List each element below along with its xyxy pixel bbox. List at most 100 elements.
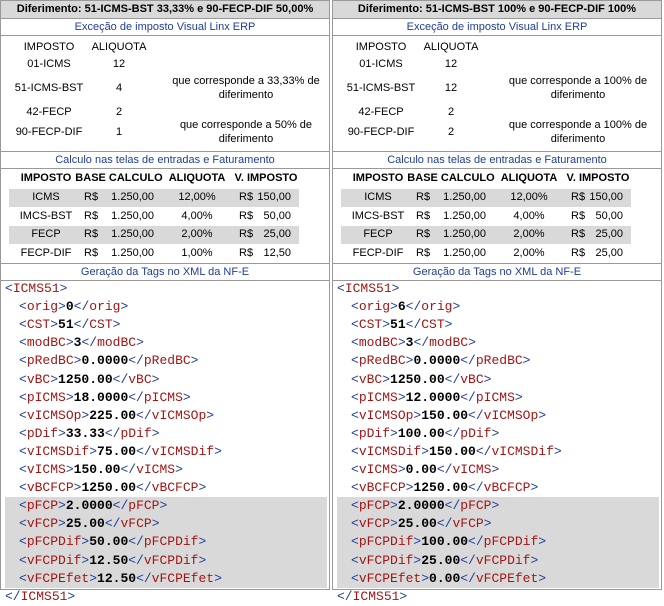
cell: FECP	[363, 228, 393, 240]
xml-line: vFCPDif12.50vFCPDif	[19, 552, 206, 570]
cell: 50,00	[595, 209, 623, 222]
xml-line: pFCP2.0000pFCP	[19, 497, 167, 515]
xml-open-tag: vFCPEfet	[19, 571, 97, 586]
xml-close-tag: vICMS	[437, 462, 499, 477]
xml-value: 150.00	[429, 443, 476, 459]
xml-shade	[5, 497, 327, 588]
cell: R$	[571, 191, 586, 203]
xml-value: 0.00	[405, 462, 437, 477]
xml-value: 3	[405, 335, 414, 351]
cell: 1.250,00	[111, 246, 154, 259]
xml-open-tag: vFCPDif	[351, 553, 421, 568]
tax-name: 90-FECP-DIF	[15, 126, 83, 138]
xml-open-tag: pICMS	[351, 390, 406, 405]
xml-open-tag: vICMSOp	[19, 408, 89, 423]
xml-value: 25.00	[397, 516, 437, 532]
section-title: Geração da Tags no XML da NF-E	[1, 263, 329, 281]
xml-open-tag: pRedBC	[351, 353, 413, 368]
xml-value: 12.0000	[405, 389, 461, 405]
xml-open-tag: pFCPDif	[351, 534, 421, 549]
xml-close-tag: vBC	[113, 372, 160, 387]
xml-line: pRedBC0.0000pRedBC	[19, 352, 198, 370]
xml-close-tag: orig	[406, 299, 461, 314]
rate: 12	[112, 58, 126, 70]
xml-value: 6	[397, 299, 406, 315]
cell: R$	[416, 246, 431, 259]
xml-value: 51	[390, 317, 406, 333]
page: Diferimento: 51-ICMS-BST 33,33% e 90-FEC…	[0, 0, 664, 591]
xml-close-tag: vFCP	[437, 516, 492, 531]
xml-open-tag: modBC	[351, 335, 406, 350]
column: Diferimento: 51-ICMS-BST 100% e 90-FECP-…	[332, 0, 662, 604]
cell: 1.250,00	[111, 228, 154, 240]
xml-open-tag: vFCP	[19, 516, 66, 531]
cell: R$	[416, 209, 431, 222]
column: Diferimento: 51-ICMS-BST 33,33% e 90-FEC…	[0, 0, 330, 604]
xml-open-tag: vBC	[351, 372, 390, 387]
xml-line: pICMS18.0000pICMS	[19, 389, 191, 407]
cell: 1,00%	[181, 246, 213, 259]
section-title: Exceção de imposto Visual Linx ERP	[1, 18, 329, 36]
xml-close-root: ICMS51	[5, 588, 75, 606]
xml-open-tag: vICMS	[351, 462, 406, 477]
xml-value: 2.0000	[65, 498, 113, 514]
xml-close-tag: pDif	[105, 426, 160, 441]
cell: 2,00%	[513, 246, 545, 259]
rate: 2	[115, 106, 123, 118]
xml-open-tag: vFCPEfet	[351, 571, 429, 586]
cell: R$	[84, 209, 99, 222]
xml-line: CST51CST	[351, 316, 452, 334]
xml-close-root: ICMS51	[337, 588, 407, 606]
xml-close-tag: vFCP	[105, 516, 160, 531]
xml-open-tag: pRedBC	[19, 353, 81, 368]
cell: R$	[239, 191, 254, 203]
xml-line: vICMSOp225.00vICMSOp	[19, 407, 214, 425]
cell: 1.250,00	[443, 246, 486, 259]
cell: R$	[84, 228, 99, 240]
xml-value: 1250.00	[413, 480, 469, 496]
row-shade	[341, 226, 631, 244]
rate: 2	[447, 126, 455, 138]
cell: R$	[239, 228, 254, 240]
cell: 1.250,00	[111, 191, 154, 203]
xml-close-tag: pFCPDif	[468, 534, 546, 549]
xml-line: vFCPDif25.00vFCPDif	[351, 552, 538, 570]
cell: IMCS-BST	[19, 209, 73, 222]
xml-value: 0.0000	[81, 353, 129, 369]
cell: 1.250,00	[443, 228, 486, 240]
row-shade	[9, 189, 299, 207]
xml-line: vFCPEfet0.00vFCPEfet	[351, 570, 546, 588]
xml-close-tag: vICMS	[120, 462, 182, 477]
xml-open-tag: modBC	[19, 335, 74, 350]
xml-close-tag: vICMSOp	[136, 408, 214, 423]
table-header: BASE CALCULO	[407, 172, 495, 184]
xml-line: pFCPDif100.00pFCPDif	[351, 533, 546, 551]
xml-value: 100.00	[421, 534, 469, 550]
xml-line: vBCFCP1250.00vBCFCP	[351, 479, 538, 497]
xml-close-tag: vFCPEfet	[460, 571, 546, 586]
xml-value: 1250.00	[58, 371, 113, 387]
xml-value: 2.0000	[397, 498, 445, 514]
cell: 150,00	[257, 191, 291, 203]
section-title: Exceção de imposto Visual Linx ERP	[333, 18, 661, 36]
cell: 2,00%	[513, 228, 545, 240]
column-header: Diferimento: 51-ICMS-BST 100% e 90-FECP-…	[333, 1, 661, 19]
cell: R$	[416, 228, 431, 240]
section-title: Geração da Tags no XML da NF-E	[333, 263, 661, 281]
xml-value: 18.0000	[73, 389, 129, 405]
xml-line: orig0orig	[19, 298, 128, 316]
xml-line: vBCFCP1250.00vBCFCP	[19, 479, 206, 497]
note: que corresponde a 100% de diferimento	[508, 119, 648, 145]
xml-line: pRedBC0.0000pRedBC	[351, 352, 530, 370]
note: que corresponde a 50% de diferimento	[179, 119, 313, 145]
xml-open-tag: vICMSOp	[351, 408, 421, 423]
xml-close-tag: vBCFCP	[136, 480, 206, 495]
xml-value: 12.50	[89, 552, 129, 568]
xml-line: pFCP2.0000pFCP	[351, 497, 499, 515]
cell: 12,00%	[510, 191, 548, 203]
xml-value: 3	[73, 335, 82, 351]
cell: FECP	[31, 228, 61, 240]
note: que corresponde a 100% de diferimento	[508, 75, 648, 101]
xml-line: pDif33.33pDif	[19, 425, 160, 443]
xml-close-tag: modBC	[413, 335, 475, 350]
